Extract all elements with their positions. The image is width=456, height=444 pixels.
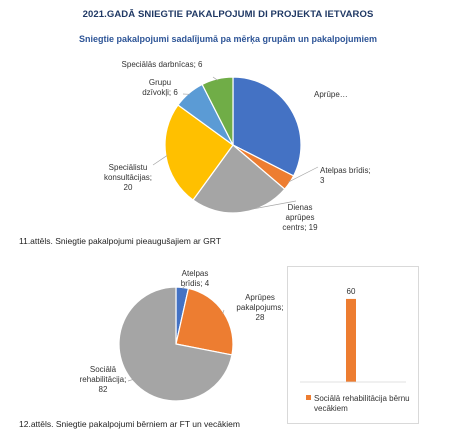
pie2-slice-1 [175, 287, 234, 356]
bar-legend-swatch [306, 395, 311, 400]
pie1-slice-0 [232, 76, 302, 177]
chart-title: Sniegtie pakalpojumi sadalījumā pa mērķa… [78, 34, 378, 44]
pie1-label-1: Atelpas brīdis; 3 [320, 166, 371, 185]
bar-parents-rehab [346, 298, 356, 382]
pie1-label-0: Aprūpe… [314, 90, 348, 99]
pie2-label-1: Aprūpes pakalpojums; 28 [236, 293, 283, 322]
pie1-leader-2 [240, 200, 297, 212]
bar-legend-label: Sociālā rehabilitācija bērnu vecākiem [314, 394, 410, 413]
figure-caption-11: 11.attēls. Sniegtie pakalpojumi pieauguš… [19, 236, 221, 246]
pie1-leader-1 [288, 166, 319, 183]
pie1-leader-5 [212, 76, 218, 81]
pie1-label-5: Speciālās darbnīcas; 6 [122, 60, 203, 69]
pie1-label-4: Grupu dzīvokļi; 6 [142, 78, 178, 97]
bar-data-label: 60 [347, 287, 356, 296]
pie2-slice-2 [118, 286, 233, 402]
pie1-slice-3 [164, 104, 234, 201]
pie2-label-2: Sociālā rehabilitācija; 82 [80, 365, 127, 394]
pie1-leader-3 [152, 155, 168, 166]
pie1-label-3: Speciālistu konsultācijas; 20 [104, 163, 152, 192]
pie2-leader-0 [181, 285, 186, 289]
page-title: 2021.GADĀ SNIEGTIE PAKALPOJUMI DI PROJEK… [82, 9, 374, 20]
bar-chart-frame [287, 266, 419, 424]
pie1-slice-2 [192, 144, 286, 214]
figure-caption-12: 12.attēls. Sniegtie pakalpojumi bērniem … [19, 419, 240, 429]
pie2-leader-1 [222, 309, 225, 314]
pie1-slice-5 [201, 76, 234, 146]
pie2-leader-2 [127, 379, 133, 382]
pie1-label-2: Dienas aprūpes centrs; 19 [282, 203, 318, 232]
pie2-label-0: Atelpas brīdis; 4 [181, 269, 210, 288]
